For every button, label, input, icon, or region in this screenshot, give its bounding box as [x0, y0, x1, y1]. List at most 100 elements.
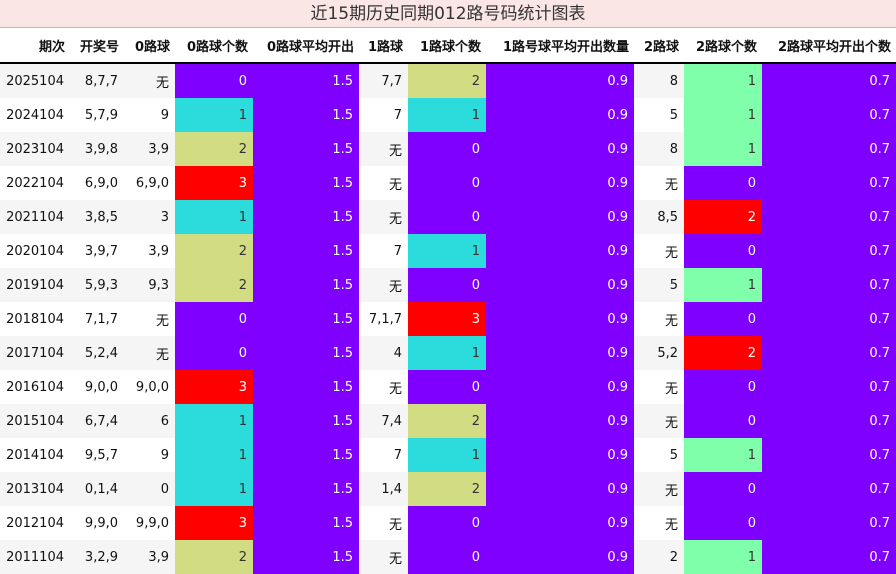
road0-count-cell: 2 [175, 268, 253, 302]
road0-balls-cell: 3,9 [124, 234, 175, 268]
period-cell: 2022104 [0, 166, 70, 200]
header-road1-count: 1路球个数 [408, 28, 486, 64]
road0-count-cell: 0 [175, 302, 253, 336]
road2-avg-cell: 0.7 [762, 472, 896, 506]
road0-balls-cell: 9,0,0 [124, 370, 175, 404]
road1-avg-cell: 0.9 [486, 234, 634, 268]
road0-avg-cell: 1.5 [253, 472, 359, 506]
road1-avg-cell: 0.9 [486, 302, 634, 336]
period-cell: 2014104 [0, 438, 70, 472]
road0-balls-cell: 9 [124, 98, 175, 132]
header-road2-balls: 2路球 [634, 28, 684, 64]
road1-balls-cell: 4 [359, 336, 408, 370]
road0-avg-cell: 1.5 [253, 336, 359, 370]
road0-count-cell: 3 [175, 166, 253, 200]
road1-count-cell: 0 [408, 132, 486, 166]
page-title: 近15期历史同期012路号码统计图表 [0, 0, 896, 28]
period-cell: 2023104 [0, 132, 70, 166]
header-road0-avg: 0路球平均开出 [253, 28, 359, 64]
road2-balls-cell: 无 [634, 302, 684, 336]
road1-balls-cell: 7 [359, 234, 408, 268]
road2-balls-cell: 8 [634, 132, 684, 166]
header-road1-balls: 1路球 [359, 28, 408, 64]
draw-number-cell: 7,1,7 [70, 302, 124, 336]
road1-avg-cell: 0.9 [486, 540, 634, 574]
road1-count-cell: 1 [408, 336, 486, 370]
road0-avg-cell: 1.5 [253, 200, 359, 234]
road1-balls-cell: 无 [359, 268, 408, 302]
draw-number-cell: 9,9,0 [70, 506, 124, 540]
header-road0-balls: 0路球 [124, 28, 175, 64]
draw-number-cell: 5,9,3 [70, 268, 124, 302]
road0-balls-cell: 无 [124, 336, 175, 370]
road0-count-cell: 1 [175, 98, 253, 132]
table-row: 2014104 9,5,7 9 1 1.5 7 1 0.9 5 1 0.7 [0, 438, 896, 472]
road2-balls-cell: 8 [634, 63, 684, 98]
road0-avg-cell: 1.5 [253, 438, 359, 472]
header-road0-count: 0路球个数 [175, 28, 253, 64]
draw-number-cell: 6,7,4 [70, 404, 124, 438]
road0-count-cell: 1 [175, 438, 253, 472]
road2-count-cell: 0 [684, 302, 762, 336]
road0-balls-cell: 3 [124, 200, 175, 234]
table-row: 2021104 3,8,5 3 1 1.5 无 0 0.9 8,5 2 0.7 [0, 200, 896, 234]
road0-avg-cell: 1.5 [253, 404, 359, 438]
table-row: 2011104 3,2,9 3,9 2 1.5 无 0 0.9 2 1 0.7 [0, 540, 896, 574]
draw-number-cell: 3,8,5 [70, 200, 124, 234]
period-cell: 2013104 [0, 472, 70, 506]
road1-count-cell: 2 [408, 63, 486, 98]
table-header-row: 期次 开奖号 0路球 0路球个数 0路球平均开出 1路球 1路球个数 1路号球平… [0, 28, 896, 64]
period-cell: 2016104 [0, 370, 70, 404]
draw-number-cell: 9,0,0 [70, 370, 124, 404]
period-cell: 2024104 [0, 98, 70, 132]
road2-balls-cell: 无 [634, 506, 684, 540]
road0-count-cell: 1 [175, 472, 253, 506]
period-cell: 2025104 [0, 63, 70, 98]
road0-balls-cell: 无 [124, 302, 175, 336]
road1-balls-cell: 无 [359, 166, 408, 200]
road0-count-cell: 2 [175, 540, 253, 574]
road0-balls-cell: 9,3 [124, 268, 175, 302]
road0-balls-cell: 9,9,0 [124, 506, 175, 540]
road0-avg-cell: 1.5 [253, 506, 359, 540]
table-row: 2020104 3,9,7 3,9 2 1.5 7 1 0.9 无 0 0.7 [0, 234, 896, 268]
road2-count-cell: 1 [684, 132, 762, 166]
road2-count-cell: 1 [684, 98, 762, 132]
road2-count-cell: 1 [684, 540, 762, 574]
table-row: 2024104 5,7,9 9 1 1.5 7 1 0.9 5 1 0.7 [0, 98, 896, 132]
road1-balls-cell: 1,4 [359, 472, 408, 506]
road1-balls-cell: 无 [359, 540, 408, 574]
table-row: 2013104 0,1,4 0 1 1.5 1,4 2 0.9 无 0 0.7 [0, 472, 896, 506]
road1-avg-cell: 0.9 [486, 404, 634, 438]
road0-count-cell: 1 [175, 404, 253, 438]
draw-number-cell: 3,2,9 [70, 540, 124, 574]
road1-count-cell: 1 [408, 438, 486, 472]
road0-count-cell: 3 [175, 506, 253, 540]
road2-avg-cell: 0.7 [762, 302, 896, 336]
road0-balls-cell: 0 [124, 472, 175, 506]
road2-balls-cell: 5 [634, 438, 684, 472]
road2-avg-cell: 0.7 [762, 438, 896, 472]
table-row: 2023104 3,9,8 3,9 2 1.5 无 0 0.9 8 1 0.7 [0, 132, 896, 166]
road1-balls-cell: 7,7 [359, 63, 408, 98]
road2-avg-cell: 0.7 [762, 540, 896, 574]
road0-count-cell: 0 [175, 336, 253, 370]
road2-avg-cell: 0.7 [762, 506, 896, 540]
header-period: 期次 [0, 28, 70, 64]
road0-avg-cell: 1.5 [253, 63, 359, 98]
road1-count-cell: 1 [408, 98, 486, 132]
road1-balls-cell: 无 [359, 370, 408, 404]
road0-balls-cell: 3,9 [124, 132, 175, 166]
table-row: 2025104 8,7,7 无 0 1.5 7,7 2 0.9 8 1 0.7 [0, 63, 896, 98]
road1-count-cell: 2 [408, 472, 486, 506]
road1-avg-cell: 0.9 [486, 370, 634, 404]
road1-balls-cell: 无 [359, 200, 408, 234]
road2-count-cell: 0 [684, 370, 762, 404]
road2-balls-cell: 无 [634, 404, 684, 438]
road2-balls-cell: 无 [634, 370, 684, 404]
table-row: 2019104 5,9,3 9,3 2 1.5 无 0 0.9 5 1 0.7 [0, 268, 896, 302]
road2-avg-cell: 0.7 [762, 404, 896, 438]
period-cell: 2021104 [0, 200, 70, 234]
road2-balls-cell: 无 [634, 472, 684, 506]
road1-count-cell: 0 [408, 506, 486, 540]
